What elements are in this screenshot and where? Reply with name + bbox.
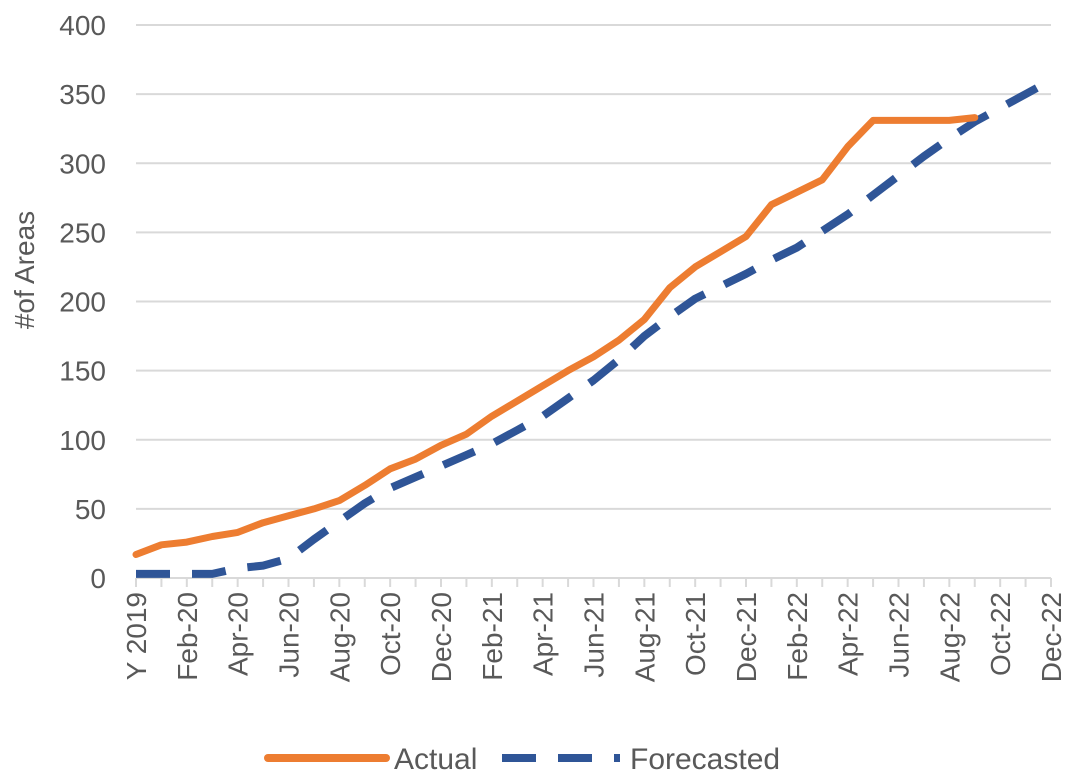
x-tick-label: Apr-21 bbox=[528, 592, 559, 676]
y-tick-label: 300 bbox=[59, 148, 106, 179]
y-tick-label: 400 bbox=[59, 10, 106, 41]
x-tick-label: Aug-21 bbox=[629, 592, 660, 682]
y-tick-label: 350 bbox=[59, 79, 106, 110]
gridlines bbox=[136, 24, 1051, 510]
y-tick-label: 100 bbox=[59, 425, 106, 456]
x-tick-label: Dec-21 bbox=[731, 592, 762, 682]
x-tick-label: Oct-20 bbox=[375, 592, 406, 676]
x-tick-label: Dec-20 bbox=[426, 592, 457, 682]
legend: Actual Forecasted bbox=[264, 743, 780, 776]
y-tick-label: 50 bbox=[75, 494, 106, 525]
series-lines bbox=[132, 76, 1053, 578]
y-tick-label: 0 bbox=[90, 563, 106, 594]
series-line-actual bbox=[132, 114, 979, 558]
legend-label-actual: Actual bbox=[394, 743, 477, 776]
y-tick-label: 200 bbox=[59, 287, 106, 318]
y-tick-label: 250 bbox=[59, 217, 106, 248]
x-tick-label: Jun-20 bbox=[274, 592, 305, 678]
y-axis-title: #of Areas bbox=[9, 211, 40, 329]
y-tick-label: 150 bbox=[59, 356, 106, 387]
x-tick-label: Apr-22 bbox=[833, 592, 864, 676]
x-tick-label: Dec-22 bbox=[1036, 592, 1067, 682]
tick-labels: 0 50 100 150 200 250 300 350 400 Y 2019 Feb-20 Apr-… bbox=[59, 10, 1067, 682]
legend-label-forecasted: Forecasted bbox=[630, 743, 780, 776]
x-tick-label: Aug-22 bbox=[934, 592, 965, 682]
x-tick-label: Jun-21 bbox=[579, 592, 610, 678]
x-tick-label: Y 2019 bbox=[121, 592, 152, 680]
x-tick-label: Feb-20 bbox=[172, 592, 203, 681]
series-line-forecasted bbox=[136, 76, 1053, 578]
x-tick-label: Jun-22 bbox=[884, 592, 915, 678]
x-tick-label: Oct-22 bbox=[985, 592, 1016, 676]
x-tick-label: Apr-20 bbox=[223, 592, 254, 676]
x-tick-label: Feb-22 bbox=[782, 592, 813, 681]
x-tick-label: Feb-21 bbox=[477, 592, 508, 681]
axes bbox=[135, 577, 1052, 587]
x-tick-label: Aug-20 bbox=[324, 592, 355, 682]
x-tick-label: Oct-21 bbox=[680, 592, 711, 676]
